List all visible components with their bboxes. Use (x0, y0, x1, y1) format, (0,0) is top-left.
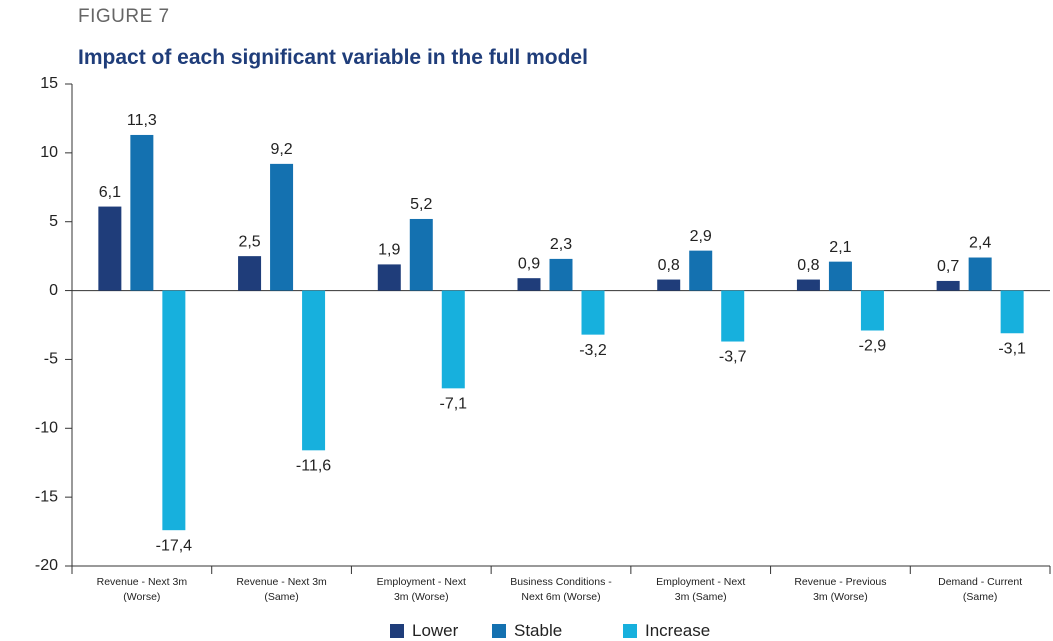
value-label: 2,1 (829, 239, 851, 256)
value-label: -17,4 (156, 537, 193, 554)
legend-item: Increase (623, 621, 710, 641)
bar (162, 290, 186, 531)
value-label: -7,1 (439, 396, 467, 413)
bar (968, 257, 992, 291)
value-label: 2,3 (550, 236, 572, 253)
value-label: 2,9 (690, 228, 712, 245)
x-tick-label: Business Conditions - Next 6m (Worse) (510, 576, 612, 603)
y-tick-label: -5 (44, 351, 58, 368)
value-label: -2,9 (859, 338, 887, 355)
y-tick-label: -20 (35, 557, 58, 574)
bar (517, 278, 541, 291)
value-label: 1,9 (378, 242, 400, 259)
x-tick-label: Employment - Next 3m (Worse) (376, 576, 466, 603)
chart-title: Impact of each significant variable in t… (78, 46, 588, 69)
legend-label: Lower (412, 621, 459, 640)
value-label: -3,7 (719, 349, 747, 366)
value-label: 0,9 (518, 255, 540, 272)
bar (377, 264, 401, 291)
y-tick-label: -15 (35, 488, 58, 505)
y-tick-label: 5 (49, 213, 58, 230)
value-label: -3,1 (998, 340, 1026, 357)
value-label: 2,5 (238, 233, 260, 250)
bar (689, 250, 713, 291)
value-label: 11,3 (127, 112, 157, 129)
y-tick-label: -10 (35, 420, 58, 437)
legend-swatch (492, 624, 506, 638)
legend-item: Stable (492, 621, 562, 641)
legend-swatch (390, 624, 404, 638)
y-tick-label: 0 (49, 282, 58, 299)
legend-swatch (623, 624, 637, 638)
bar (1000, 290, 1024, 334)
bar (238, 256, 262, 291)
figure-label: FIGURE 7 (78, 6, 170, 27)
bar (657, 279, 681, 291)
value-label: 9,2 (270, 141, 292, 158)
value-label: 0,8 (797, 257, 819, 274)
y-tick-label: 15 (40, 75, 58, 92)
value-label: -11,6 (296, 458, 331, 475)
value-label: 0,7 (937, 258, 959, 275)
x-tick-label: Employment - Next 3m (Same) (656, 576, 746, 603)
bar (860, 290, 884, 331)
bar (98, 206, 122, 291)
x-tick-label: Revenue - Next 3m (Worse) (96, 576, 188, 603)
bar (130, 134, 154, 291)
legend-label: Stable (514, 621, 563, 640)
bar (302, 290, 326, 451)
x-tick-label: Revenue - Previous 3m (Worse) (794, 576, 887, 603)
bar (581, 290, 605, 335)
bar (796, 279, 820, 291)
x-tick-label: Demand - Current (Same) (938, 576, 1023, 603)
x-tick-label: Revenue - Next 3m (Same) (236, 576, 327, 603)
bar (936, 280, 960, 291)
value-label: 6,1 (99, 184, 121, 201)
legend-item: Lower (390, 621, 458, 641)
value-label: 0,8 (658, 257, 680, 274)
value-label: 2,4 (969, 235, 991, 252)
bar (441, 290, 465, 389)
bar (409, 218, 433, 291)
bar (549, 258, 573, 291)
legend-label: Increase (645, 621, 711, 640)
bar (721, 290, 745, 342)
value-label: -3,2 (579, 342, 607, 359)
y-tick-label: 10 (40, 144, 58, 161)
bar (828, 261, 852, 291)
bar (270, 163, 294, 291)
value-label: 5,2 (410, 196, 432, 213)
